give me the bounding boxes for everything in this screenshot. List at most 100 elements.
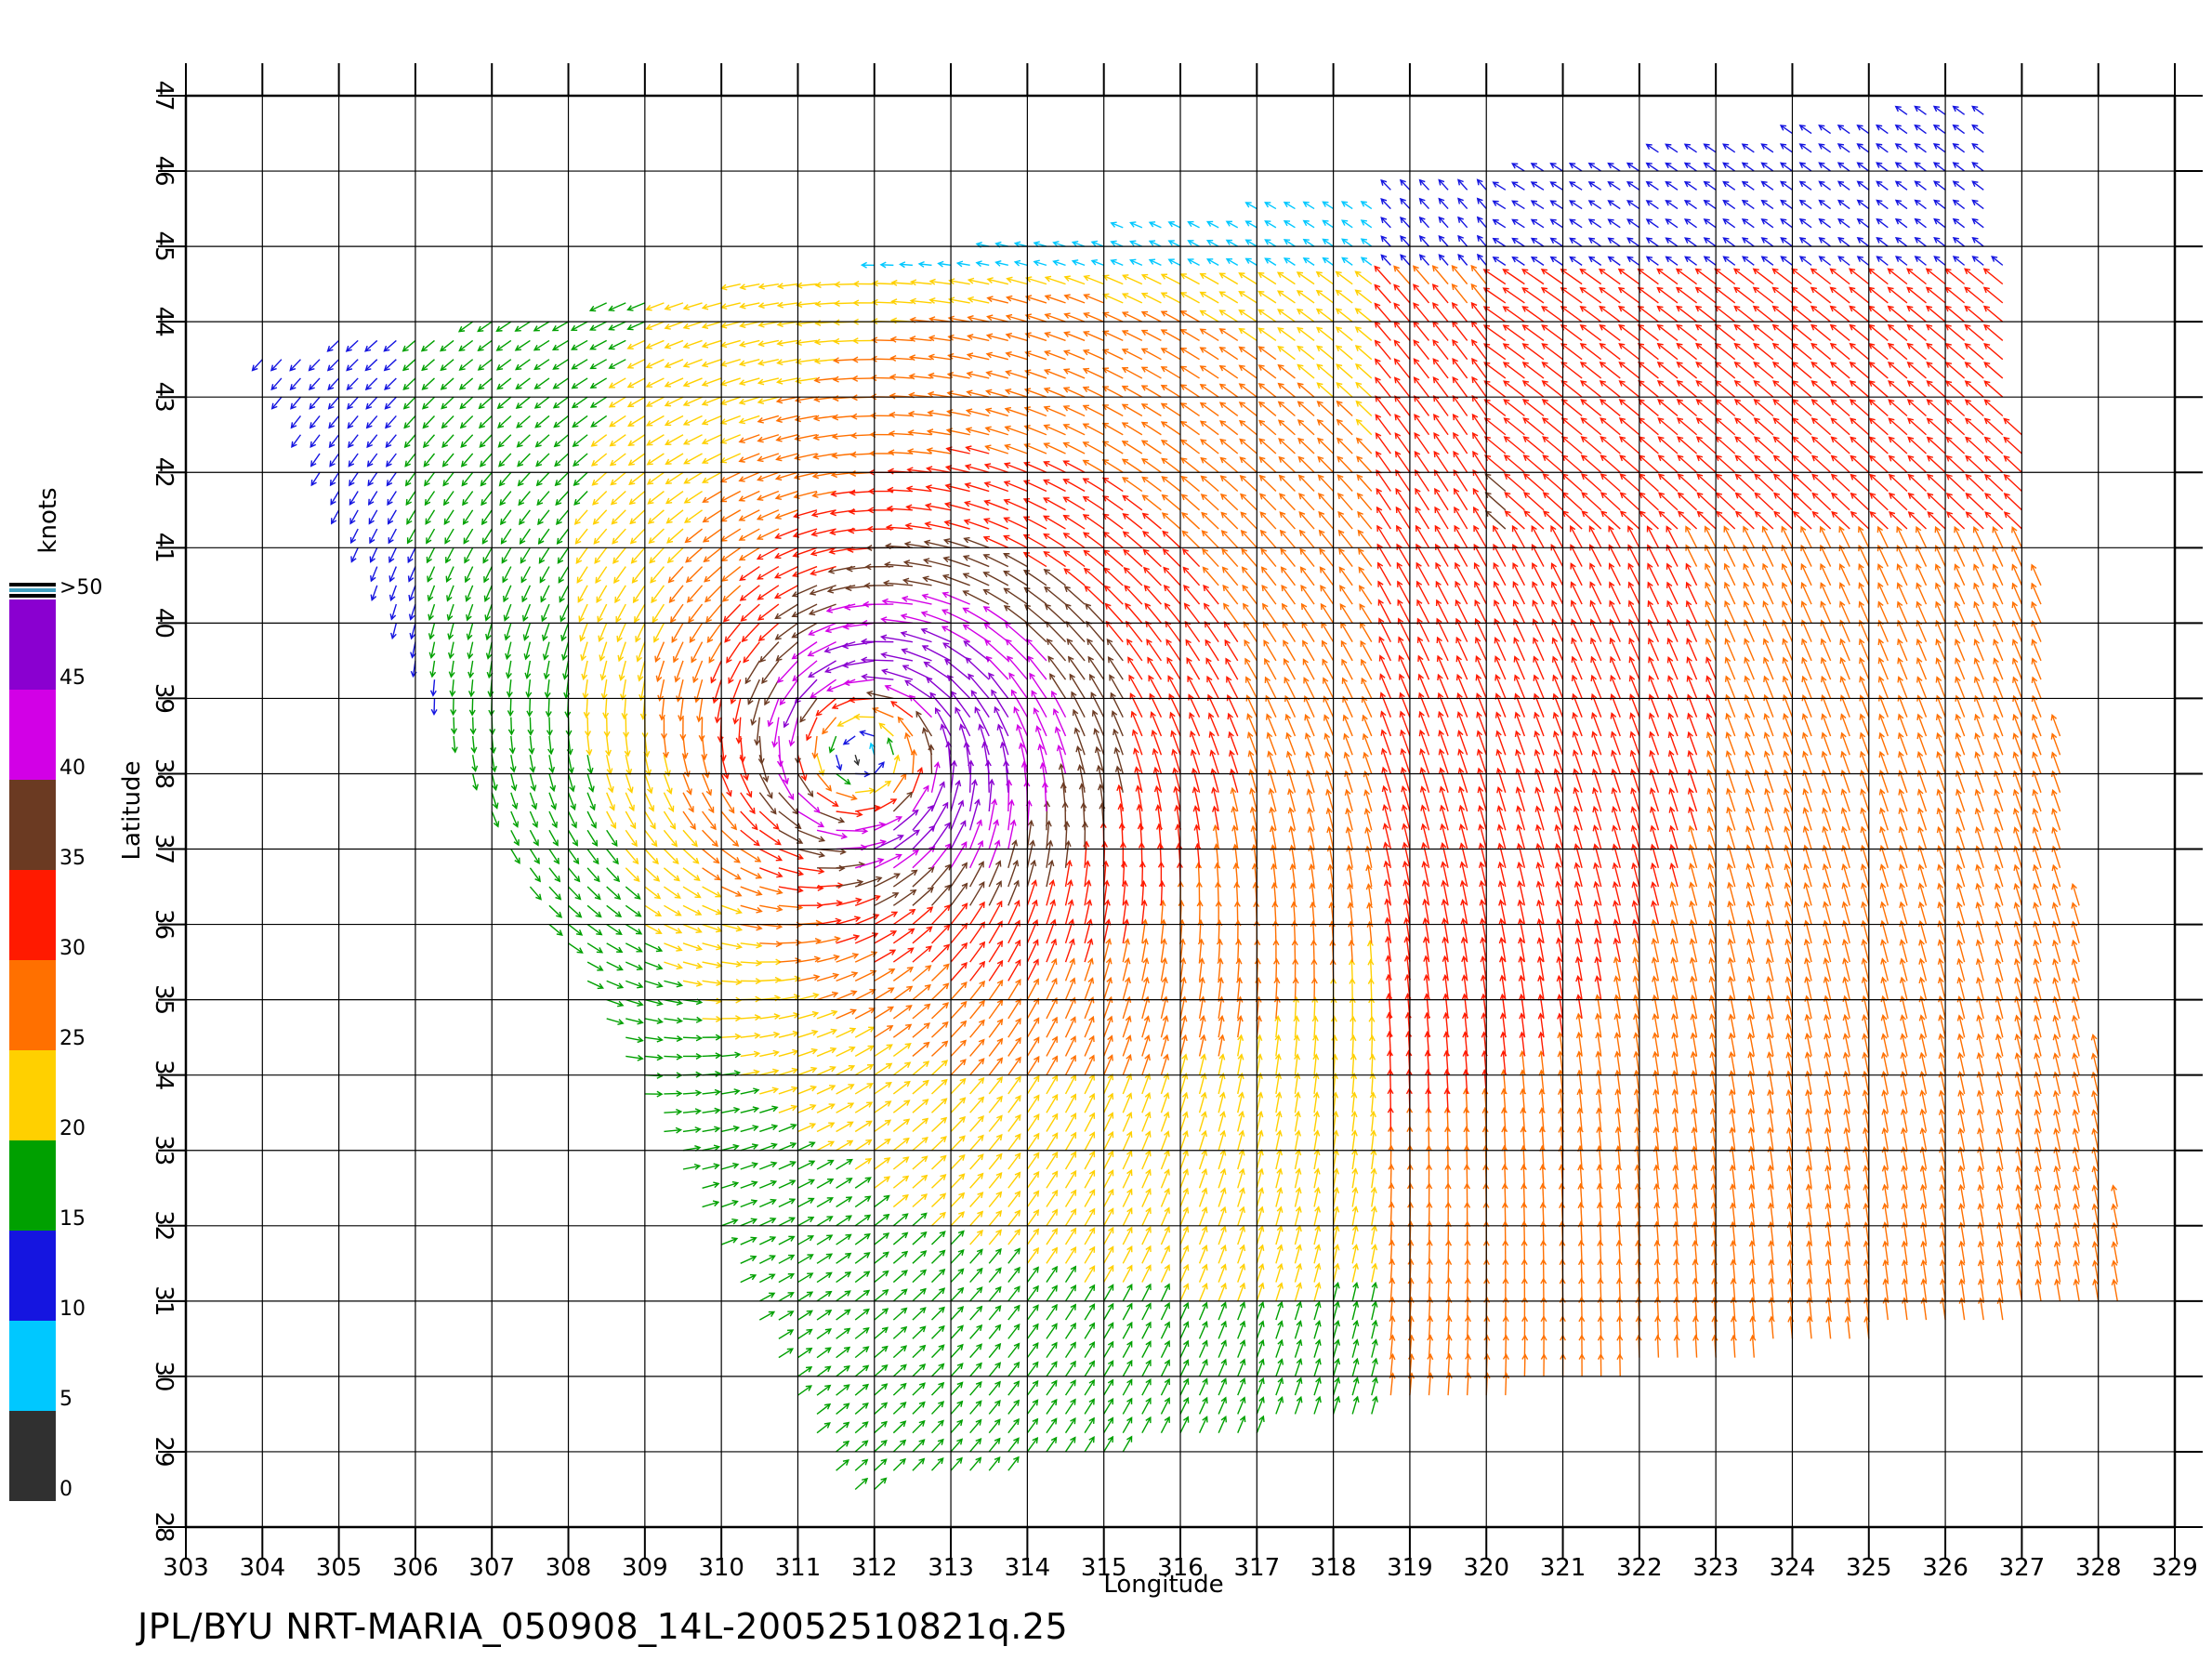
wind-arrow — [1919, 1108, 1928, 1132]
wind-arrow-head — [957, 1286, 965, 1294]
wind-arrow-shaft — [988, 1172, 1003, 1189]
wind-arrow-head — [1995, 1127, 2003, 1135]
wind-arrow — [1026, 1094, 1040, 1113]
wind-arrow — [2016, 1278, 2023, 1301]
wind-arrow-head — [918, 1457, 926, 1465]
wind-arrow-shaft — [1218, 1397, 1227, 1415]
wind-arrow-head — [1372, 1395, 1378, 1403]
wind-arrow-head — [789, 1179, 797, 1186]
wind-arrow-head — [939, 1249, 946, 1257]
wind-arrow — [1957, 1183, 1966, 1207]
wind-arrow-head — [1730, 1315, 1737, 1323]
wind-arrow-shaft — [892, 1363, 907, 1377]
wind-arrow-head — [919, 1307, 927, 1314]
wind-arrow-shaft — [854, 1045, 874, 1058]
wind-arrow — [1313, 1282, 1322, 1302]
wind-arrow-shaft — [1084, 1417, 1095, 1434]
wind-arrow-shaft — [702, 1164, 719, 1170]
wind-arrow — [1804, 1033, 1812, 1057]
wind-arrow-shaft — [1103, 1284, 1114, 1302]
wind-arrow — [1501, 1164, 1508, 1189]
wind-arrow-shaft — [2092, 1128, 2100, 1151]
wind-arrow — [682, 1089, 703, 1097]
wind-arrow — [1198, 1245, 1208, 1264]
wind-arrow-head — [1145, 1321, 1152, 1328]
wind-arrow-shaft — [1903, 1147, 1908, 1170]
wind-arrow-shaft — [1389, 1240, 1393, 1264]
wind-arrow-head — [862, 1440, 869, 1447]
wind-arrow-shaft — [1160, 1302, 1170, 1321]
wind-arrow-shaft — [1997, 1128, 2004, 1151]
wind-arrow — [1275, 1358, 1284, 1377]
wind-arrow-head — [1220, 1339, 1227, 1347]
wind-arrow — [1026, 997, 1040, 1020]
wind-arrow — [1256, 1396, 1265, 1415]
wind-arrow-head — [1258, 1338, 1265, 1347]
wind-arrow-shaft — [854, 1120, 873, 1133]
wind-arrow-shaft — [1826, 1241, 1832, 1264]
wind-arrow — [1237, 1149, 1245, 1170]
colorbar-tick-label: 40 — [59, 757, 86, 780]
wind-arrow-head — [940, 1174, 947, 1180]
wind-arrow — [1254, 957, 1261, 981]
wind-arrow-head — [1977, 1259, 1984, 1267]
wind-arrow-shaft — [2074, 1223, 2080, 1245]
wind-arrow-head — [1296, 1282, 1303, 1289]
wind-arrow — [854, 1045, 875, 1058]
wind-arrow-shaft — [1750, 1203, 1756, 1226]
wind-arrow — [664, 1108, 683, 1115]
wind-arrow — [2091, 1184, 2100, 1207]
wind-arrow — [854, 1195, 872, 1208]
wind-arrow — [1881, 1165, 1889, 1189]
wind-arrow — [1918, 1033, 1928, 1057]
wind-arrow-shaft — [1122, 1398, 1133, 1415]
wind-arrow — [836, 1252, 852, 1264]
wind-arrow-shaft — [892, 1458, 906, 1471]
wind-arrow — [1995, 1183, 2004, 1207]
wind-arrow — [912, 1022, 931, 1038]
wind-arrow — [1371, 1281, 1378, 1301]
wind-arrow — [1767, 1126, 1774, 1151]
wind-arrow — [1103, 1397, 1114, 1415]
wind-arrow-head — [976, 1343, 982, 1350]
wind-arrow — [625, 1036, 644, 1044]
wind-arrow — [892, 1270, 908, 1284]
wind-arrow-shaft — [1656, 1259, 1660, 1283]
wind-arrow — [1160, 1301, 1171, 1321]
wind-arrow-head — [1352, 1262, 1359, 1270]
wind-arrow — [969, 1343, 982, 1359]
wind-arrow — [2091, 1109, 2100, 1132]
wind-arrow-head — [1201, 1129, 1207, 1138]
wind-arrow — [759, 1218, 777, 1227]
wind-arrow-head — [918, 1419, 926, 1427]
wind-arrow — [759, 1105, 779, 1113]
wind-arrow-shaft — [892, 1308, 907, 1321]
wind-arrow — [778, 1030, 800, 1038]
wind-arrow-head — [883, 1176, 891, 1183]
wind-arrow — [1654, 1315, 1662, 1339]
wind-arrow-head — [1145, 1226, 1152, 1233]
wind-arrow-head — [1033, 1304, 1039, 1311]
wind-arrow — [1084, 1112, 1096, 1132]
wind-arrow-shaft — [1674, 1184, 1679, 1207]
wind-arrow — [1218, 1225, 1227, 1245]
wind-arrow-head — [1805, 1165, 1812, 1172]
wind-arrow-shaft — [931, 964, 950, 981]
wind-arrow — [2034, 1184, 2042, 1207]
wind-arrow — [1218, 1034, 1225, 1057]
wind-arrow-head — [2073, 1203, 2080, 1210]
wind-arrow — [1805, 1126, 1812, 1151]
wind-arrow — [664, 1090, 683, 1098]
wind-arrow-head — [1219, 1129, 1227, 1138]
wind-arrow-shaft — [720, 1182, 738, 1189]
wind-arrow-head — [1108, 1322, 1114, 1329]
wind-arrow-shaft — [1160, 1398, 1170, 1415]
wind-arrow-head — [1051, 1323, 1058, 1330]
wind-arrow — [2034, 1259, 2042, 1283]
wind-arrow — [778, 1235, 796, 1245]
wind-arrow-head — [1051, 1113, 1059, 1120]
wind-arrow-head — [1257, 1300, 1265, 1309]
wind-arrow-head — [1014, 1152, 1021, 1160]
wind-arrow-shaft — [1998, 1242, 2004, 1264]
wind-arrow-head — [694, 1145, 702, 1152]
